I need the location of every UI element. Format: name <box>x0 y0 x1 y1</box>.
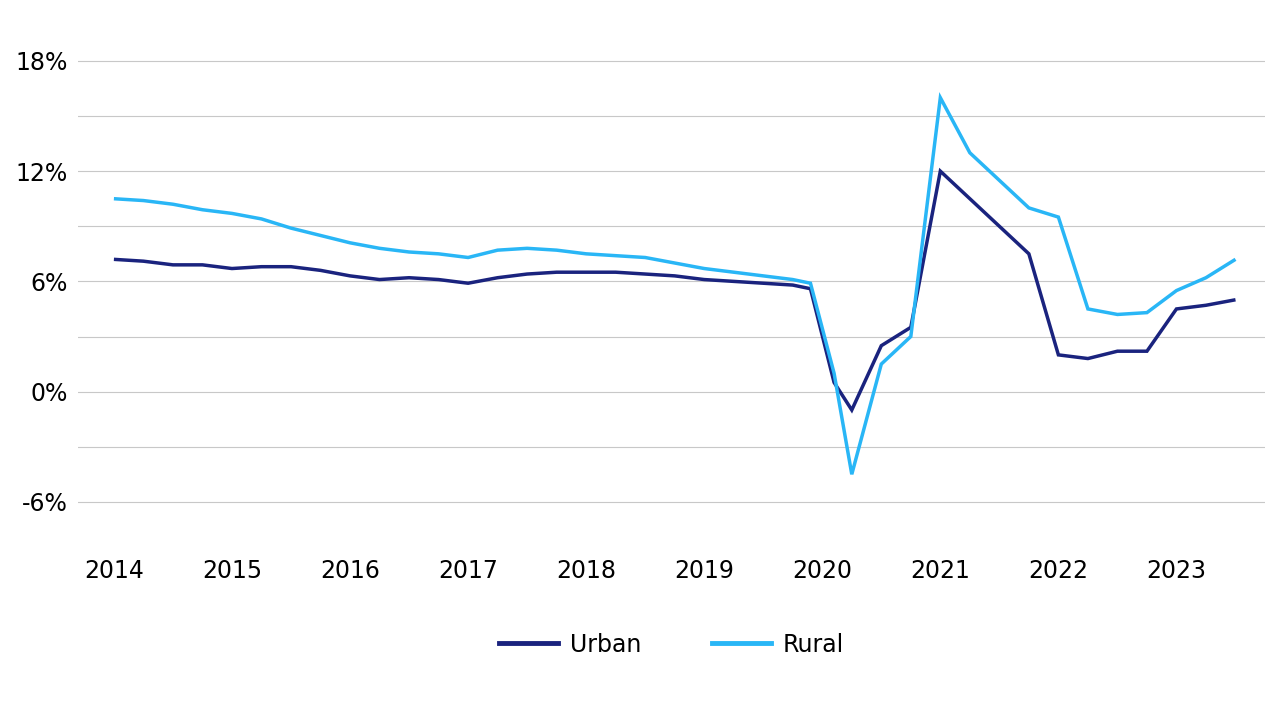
Urban <box>608 268 623 276</box>
Urban <box>136 257 151 266</box>
Urban <box>372 275 388 284</box>
Rural <box>195 205 210 214</box>
Urban <box>1228 295 1243 304</box>
Urban <box>1169 305 1184 313</box>
Urban <box>461 279 476 287</box>
Urban <box>726 277 741 286</box>
Urban <box>549 268 564 276</box>
Rural <box>904 332 919 341</box>
Rural <box>579 250 594 258</box>
Rural <box>755 271 771 280</box>
Urban <box>195 261 210 269</box>
Rural <box>402 248 417 256</box>
Rural <box>992 176 1007 184</box>
Rural <box>1228 255 1243 264</box>
Urban <box>106 255 122 264</box>
Rural <box>372 244 388 253</box>
Rural <box>461 253 476 262</box>
Urban <box>253 262 269 271</box>
Rural <box>844 470 859 479</box>
Urban <box>165 261 180 269</box>
Urban <box>520 270 535 279</box>
Rural <box>785 275 800 284</box>
Urban <box>1051 351 1066 359</box>
Rural <box>253 215 269 223</box>
Urban <box>579 268 594 276</box>
Urban <box>342 271 357 280</box>
Rural <box>608 251 623 260</box>
Rural <box>136 197 151 205</box>
Rural <box>726 268 741 276</box>
Rural <box>1021 204 1037 212</box>
Rural <box>1139 308 1155 317</box>
Rural <box>283 224 298 233</box>
Urban <box>755 279 771 287</box>
Urban <box>431 275 447 284</box>
Rural <box>803 279 818 287</box>
Urban <box>963 194 978 203</box>
Urban <box>844 405 859 414</box>
Urban <box>637 270 653 279</box>
Rural <box>637 253 653 262</box>
Urban <box>874 341 890 350</box>
Urban <box>1198 301 1213 310</box>
Rural <box>342 238 357 247</box>
Urban <box>667 271 682 280</box>
Rural <box>520 244 535 253</box>
Rural <box>827 369 842 377</box>
Rural <box>165 200 180 209</box>
Line: Urban: Urban <box>114 171 1235 410</box>
Urban <box>283 262 298 271</box>
Urban <box>312 266 328 275</box>
Urban <box>785 281 800 289</box>
Rural <box>1080 305 1096 313</box>
Line: Rural: Rural <box>114 98 1235 474</box>
Rural <box>1169 287 1184 295</box>
Rural <box>1051 213 1066 222</box>
Rural <box>696 264 712 273</box>
Urban <box>1110 347 1125 356</box>
Rural <box>106 194 122 203</box>
Rural <box>490 246 506 254</box>
Rural <box>874 360 890 369</box>
Urban <box>904 323 919 332</box>
Urban <box>1080 354 1096 363</box>
Rural <box>933 94 948 102</box>
Rural <box>224 209 239 217</box>
Urban <box>490 274 506 282</box>
Rural <box>1110 310 1125 319</box>
Urban <box>803 284 818 293</box>
Urban <box>224 264 239 273</box>
Urban <box>402 274 417 282</box>
Rural <box>312 231 328 240</box>
Urban <box>933 167 948 176</box>
Rural <box>963 148 978 157</box>
Urban <box>827 378 842 387</box>
Rural <box>1198 274 1213 282</box>
Urban <box>696 275 712 284</box>
Rural <box>549 246 564 254</box>
Urban <box>1139 347 1155 356</box>
Rural <box>431 250 447 258</box>
Rural <box>667 258 682 267</box>
Urban <box>1021 250 1037 258</box>
Legend: Urban, Rural: Urban, Rural <box>490 624 854 667</box>
Urban <box>992 222 1007 230</box>
